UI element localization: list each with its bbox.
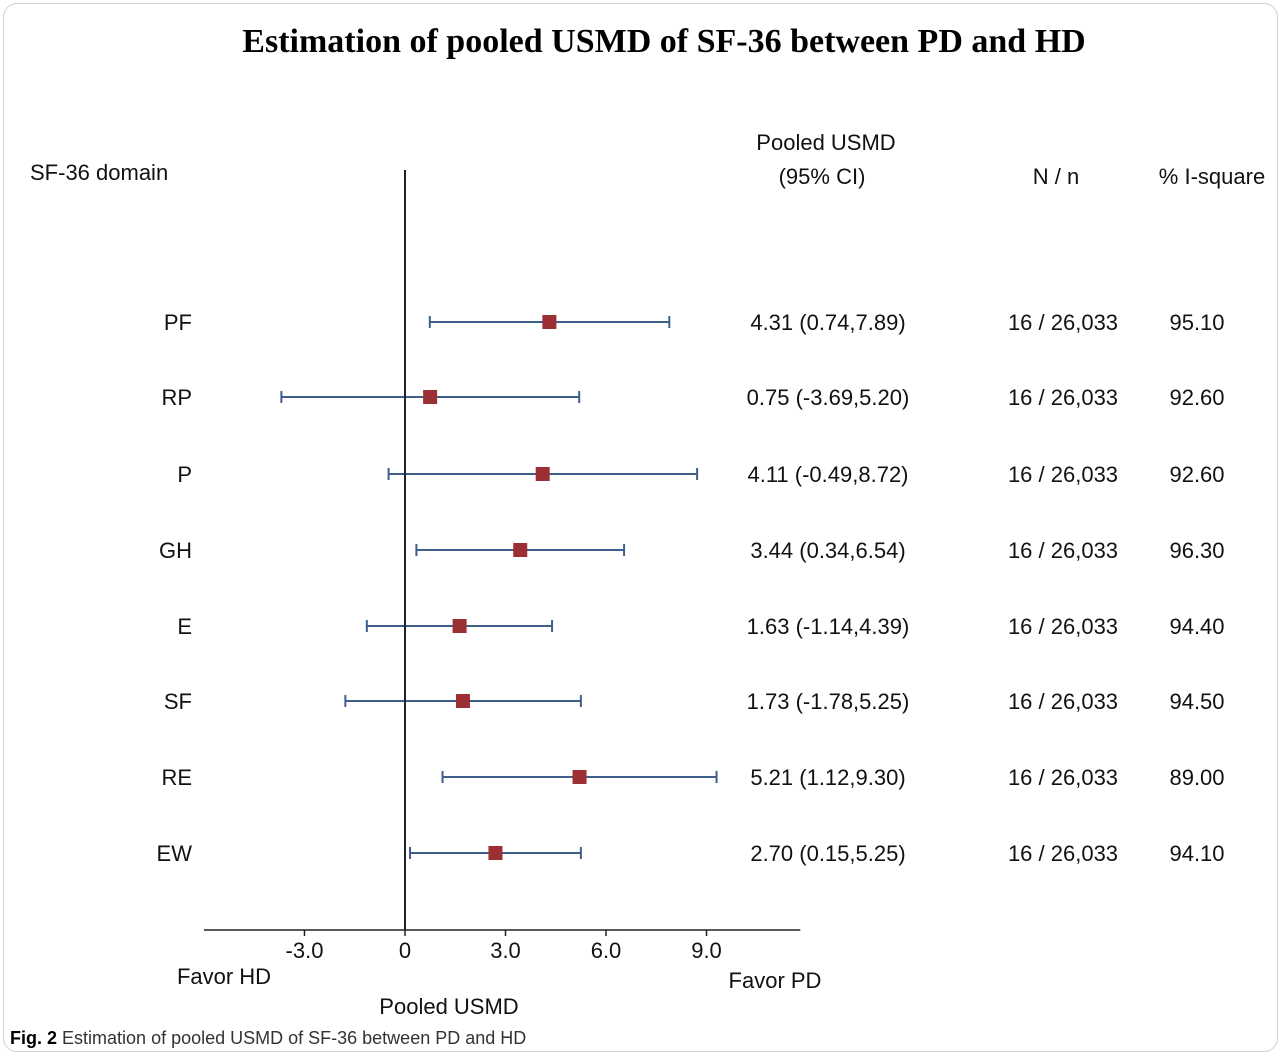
favor-pd-label: Favor PD	[729, 968, 822, 993]
estimate-ci-text: 1.73 (-1.78,5.25)	[747, 689, 910, 714]
domain-label: GH	[159, 538, 192, 563]
header-n: N / n	[1033, 164, 1079, 189]
i-square-value: 92.60	[1169, 385, 1224, 410]
n-value: 16 / 26,033	[1008, 310, 1118, 335]
n-value: 16 / 26,033	[1008, 385, 1118, 410]
n-value: 16 / 26,033	[1008, 538, 1118, 563]
domain-label: RE	[161, 765, 192, 790]
chart-title: Estimation of pooled USMD of SF-36 betwe…	[242, 23, 1085, 60]
header-estimate-line2: (95% CI)	[779, 164, 866, 189]
n-value: 16 / 26,033	[1008, 614, 1118, 639]
figure-caption-label: Fig. 2	[10, 1028, 58, 1048]
estimate-ci-text: 0.75 (-3.69,5.20)	[747, 385, 910, 410]
favor-hd-label: Favor HD	[177, 964, 271, 989]
i-square-value: 89.00	[1169, 765, 1224, 790]
n-value: 16 / 26,033	[1008, 765, 1118, 790]
figure-frame	[3, 3, 1278, 1052]
i-square-value: 96.30	[1169, 538, 1224, 563]
n-value: 16 / 26,033	[1008, 689, 1118, 714]
estimate-marker	[455, 694, 470, 708]
header-i-square: % I-square	[1159, 164, 1265, 189]
estimate-ci-text: 4.31 (0.74,7.89)	[750, 310, 905, 335]
n-value: 16 / 26,033	[1008, 841, 1118, 866]
domain-label: E	[177, 614, 192, 639]
domain-label: P	[177, 462, 192, 487]
x-tick-label: 6.0	[591, 938, 622, 963]
estimate-marker	[535, 467, 550, 481]
x-tick-label: 0	[399, 938, 411, 963]
header-domain: SF-36 domain	[30, 160, 168, 185]
domain-label: RP	[161, 385, 192, 410]
estimate-ci-text: 4.11 (-0.49,8.72)	[747, 462, 908, 487]
figure-caption: Fig. 2 Estimation of pooled USMD of SF-3…	[10, 1028, 526, 1049]
x-axis: -3.0 0 3.0 6.0 9.0	[204, 170, 801, 963]
estimate-ci-text: 2.70 (0.15,5.25)	[750, 841, 905, 866]
i-square-value: 94.50	[1169, 689, 1224, 714]
i-square-value: 94.10	[1169, 841, 1224, 866]
x-tick-label: 9.0	[691, 938, 722, 963]
estimate-ci-text: 1.63 (-1.14,4.39)	[747, 614, 910, 639]
x-tick-label: -3.0	[286, 938, 324, 963]
estimate-marker	[423, 390, 438, 404]
i-square-value: 92.60	[1169, 462, 1224, 487]
domain-label: PF	[164, 310, 192, 335]
domain-label: EW	[157, 841, 193, 866]
i-square-value: 95.10	[1169, 310, 1224, 335]
estimate-marker	[572, 770, 587, 784]
i-square-value: 94.40	[1169, 614, 1224, 639]
estimate-ci-text: 5.21 (1.12,9.30)	[750, 765, 905, 790]
x-tick-label: 3.0	[490, 938, 521, 963]
estimate-marker	[513, 543, 528, 557]
header-estimate-line1: Pooled USMD	[756, 130, 895, 155]
figure-caption-text: Estimation of pooled USMD of SF-36 betwe…	[62, 1028, 527, 1048]
estimate-marker	[488, 846, 503, 860]
estimate-ci-text: 3.44 (0.34,6.54)	[750, 538, 905, 563]
x-axis-title: Pooled USMD	[379, 994, 518, 1019]
rows-layer: PF 4.31 (0.74,7.89) 16 / 26,033 95.10 RP 0.75…	[157, 310, 1225, 866]
domain-label: SF	[164, 689, 192, 714]
estimate-marker	[452, 619, 467, 633]
estimate-marker	[542, 315, 557, 329]
n-value: 16 / 26,033	[1008, 462, 1118, 487]
